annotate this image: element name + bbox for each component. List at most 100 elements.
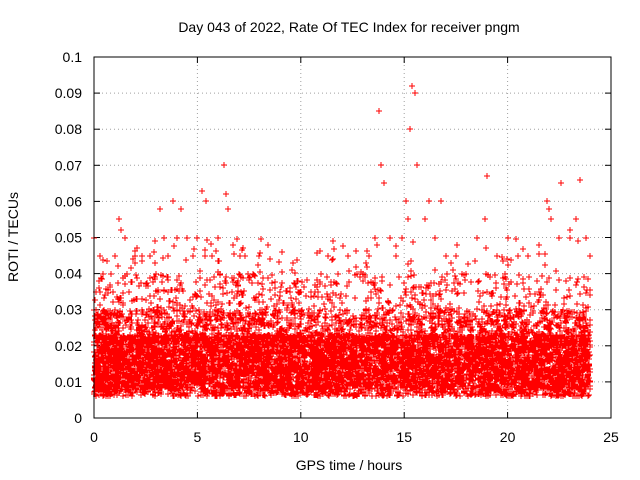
data-point [346,279,352,285]
data-point [494,253,500,259]
data-point [362,272,368,278]
data-point [469,317,475,323]
data-point [260,286,266,292]
data-point [337,295,343,301]
data-point [416,313,422,319]
data-point [145,320,151,326]
data-point [335,271,341,277]
data-point [556,235,562,241]
data-point [505,235,511,241]
data-point [465,322,471,328]
data-point [122,235,128,241]
data-point [515,253,521,259]
data-point [221,162,227,168]
data-point [583,235,589,241]
data-point [321,301,327,307]
data-point [314,250,320,256]
data-point [430,301,436,307]
data-point [379,305,385,311]
data-point [148,300,154,306]
data-point [234,236,240,242]
data-point [536,242,542,248]
data-point [422,216,428,222]
data-point [174,277,180,283]
data-point [256,253,262,259]
data-point [566,287,572,293]
data-point [580,309,586,315]
data-point [157,206,163,212]
data-point [296,290,302,296]
data-point [520,276,526,282]
data-point [152,260,158,266]
data-point [147,253,153,259]
data-point [324,291,330,297]
y-tick-label: 0.04 [55,266,82,282]
data-point [472,258,478,264]
data-point [287,285,293,291]
data-point [378,162,384,168]
data-point [220,291,226,297]
data-point [586,392,592,398]
data-point [493,285,499,291]
data-point [567,227,573,233]
data-point [209,253,215,259]
x-tick-label: 10 [293,429,309,445]
data-point [414,162,420,168]
y-tick-label: 0.07 [55,157,82,173]
data-point [587,322,593,328]
data-point [306,306,312,312]
data-point [371,282,377,288]
data-point [509,329,515,335]
data-point [412,90,418,96]
data-point [277,293,283,299]
data-point [403,292,409,298]
data-point [128,265,134,271]
data-point [178,280,184,286]
data-point [257,250,263,256]
data-point [171,308,177,314]
data-point [409,83,415,89]
data-point [311,293,317,299]
data-point [213,248,219,254]
x-tick-label: 0 [90,429,98,445]
data-point [532,291,538,297]
data-point [525,253,531,259]
data-point [166,304,172,310]
data-point [170,299,176,305]
data-point [405,216,411,222]
y-tick-label: 0 [74,410,82,426]
data-point [576,323,582,329]
data-point [225,206,231,212]
data-point [275,319,281,325]
data-point [129,393,135,399]
data-point [279,249,285,255]
data-point [563,278,569,284]
data-point [419,290,425,296]
data-point [259,281,265,287]
data-point [523,294,529,300]
data-point [134,275,140,281]
data-point [202,282,208,288]
data-point [402,289,408,295]
data-point [304,277,310,283]
data-point [389,321,395,327]
x-tick-label: 25 [603,429,619,445]
data-point [352,295,358,301]
data-point [516,272,522,278]
data-point [534,323,540,329]
data-point [223,191,229,197]
data-point [372,235,378,241]
data-point [278,284,284,290]
data-point [236,301,242,307]
data-point [567,293,573,299]
data-point [143,297,149,303]
data-point [498,294,504,300]
data-point [203,198,209,204]
data-point [293,296,299,302]
data-point [492,272,498,278]
data-point [366,307,372,313]
y-tick-label: 0.03 [55,302,82,318]
data-point [575,276,581,282]
data-point [219,301,225,307]
